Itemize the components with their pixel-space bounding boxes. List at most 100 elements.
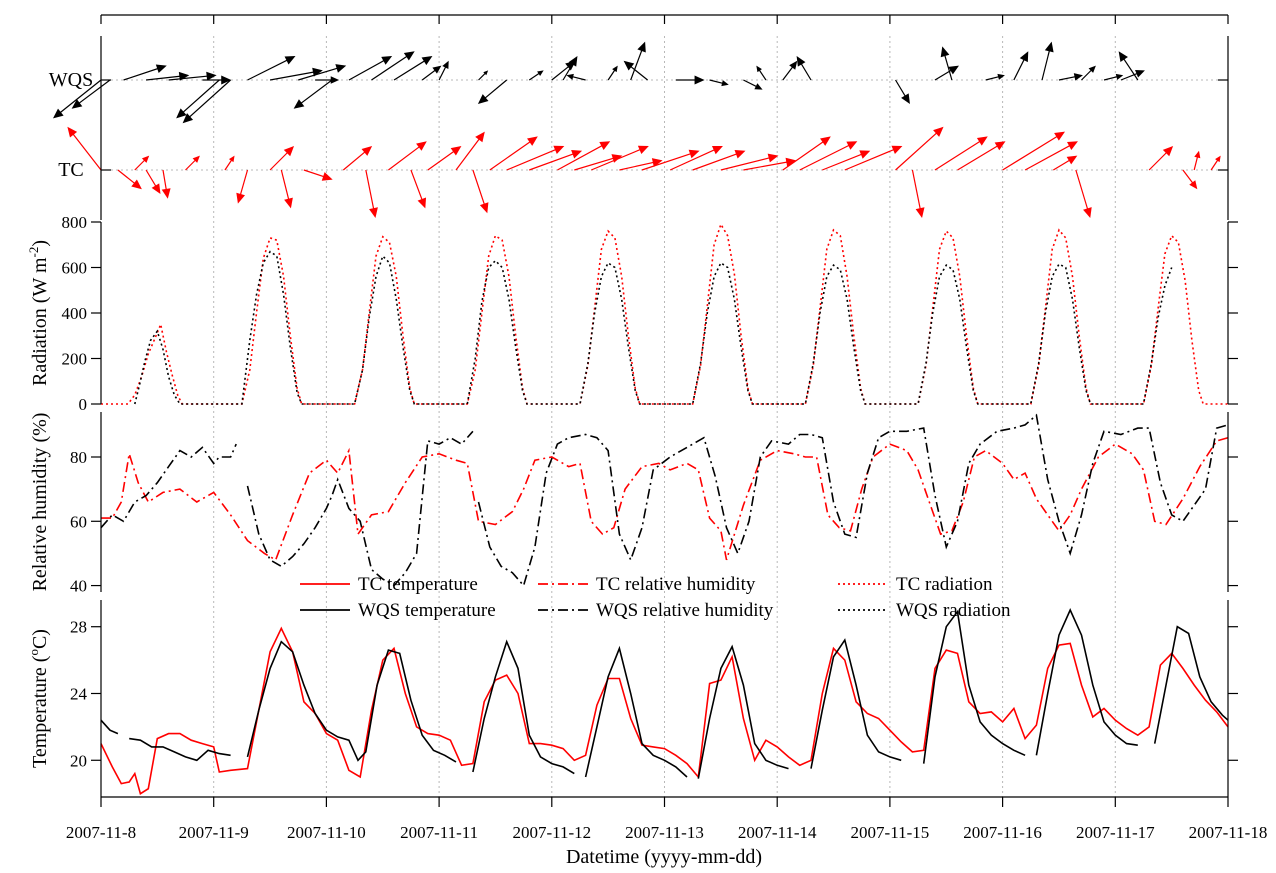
x-axis-title: Datetime (yyyy-mm-dd) [566,846,762,868]
legend-item: WQS temperature [300,600,496,621]
wind-arrow-wqs [562,56,578,81]
x-tick-label: 2007-11-13 [625,823,704,842]
wind-arrow-tc [957,141,1006,171]
temperature-y-title: Temperature (oC) [26,629,51,768]
wind-arrow-tc [224,155,235,171]
wind-arrow-wqs [934,65,959,81]
wind-arrow-wqs [247,56,296,81]
wind-arrow-tc [365,169,378,218]
radiation-y-tick-label: 0 [79,395,88,414]
wind-arrow-tc [236,169,249,204]
wind-arrow-wqs [1120,69,1145,81]
series-line-wqs-radiation [134,250,1173,405]
wind-arrow-tc [1075,169,1092,218]
wind-arrow-wqs [743,79,763,90]
wind-arrow-wqs [53,79,102,119]
x-tick-label: 2007-11-14 [738,823,817,842]
wind-arrow-wqs [146,71,190,81]
wind-arrow-tc [117,169,142,190]
humidity-y-tick-label: 40 [70,577,87,596]
series-line-wqs-temperature [129,737,231,762]
wind-arrow-tc [669,146,723,171]
x-tick-label: 2007-11-15 [851,823,930,842]
wind-arrow-tc [427,146,462,171]
wind-arrow-tc [410,169,427,209]
wind-arrow-wqs [623,60,648,81]
series-line-wqs-temperature [584,645,688,778]
wind-arrow-tc [145,169,161,194]
series-line-wqs-temperature [100,719,119,735]
wind-arrow-tc [388,141,427,171]
wind-arrow-tc [506,145,565,171]
wind-arrow-wqs [1041,41,1054,81]
x-tick-label: 2007-11-18 [1189,823,1268,842]
series-line-wqs-temperature [1153,625,1229,744]
wind-arrow-tc [1210,155,1221,171]
x-tick-label: 2007-11-17 [1076,823,1155,842]
temperature-y-tick-label: 28 [70,618,87,637]
radiation-panel [101,222,1228,405]
wind-arrow-tc [303,169,333,181]
wind-arrow-tc [529,149,583,171]
wind-arrow-tc [692,149,746,171]
wind-arrow-tc [1053,155,1078,171]
wind-arrow-wqs [607,65,618,81]
legend-item: WQS radiation [838,600,1011,621]
series-line-wqs-temperature [246,640,457,763]
wind-vector-panel [53,41,1221,218]
wind-arrow-tc [911,169,925,218]
legend-label: WQS radiation [896,600,1011,621]
wind-arrow-tc [472,169,489,214]
wind-row-label: WQS [49,69,93,91]
wind-row-label: TC [58,159,84,181]
gridlines [101,36,1228,797]
radiation-y-tick-label: 200 [62,350,88,369]
wind-arrow-tc [1182,169,1198,190]
wind-arrow-wqs [168,71,217,81]
wind-arrow-tc [269,146,295,171]
wind-arrow-tc [455,131,485,171]
wind-arrow-wqs [298,64,347,81]
wind-arrow-tc [720,153,779,171]
legend-item: WQS relative humidity [538,600,774,621]
wind-arrow-tc [782,136,831,171]
temperature-panel [100,608,1229,795]
wind-arrow-wqs [293,79,333,109]
humidity-y-title: Relative humidity (%) [29,413,51,592]
series-line-wqs-temperature [922,609,1026,764]
wind-arrow-tc [1148,146,1174,171]
legend-label: WQS relative humidity [596,600,774,621]
wind-arrow-wqs [1058,73,1083,81]
x-tick-label: 2007-11-11 [400,823,478,842]
wind-arrow-wqs [348,56,393,81]
wind-arrow-wqs [756,65,767,81]
wind-arrow-wqs [1103,73,1124,81]
wind-arrow-tc [280,169,293,209]
wind-arrow-tc [161,169,171,199]
legend-label: TC relative humidity [596,574,756,595]
wind-arrow-tc [822,150,871,171]
wind-arrow-wqs [123,64,167,81]
wind-arrow-wqs [182,79,232,124]
wind-arrow-wqs [709,79,729,87]
legend-item: TC relative humidity [538,574,756,595]
series-line-wqs-relative-humidity [246,430,474,587]
wind-arrow-wqs [477,79,508,104]
wind-arrow-tc [1193,150,1201,171]
legend-label: TC radiation [896,574,993,595]
series-line-wqs-temperature [1035,608,1138,756]
humidity-y-tick-label: 60 [70,512,87,531]
wind-arrow-tc [895,126,944,171]
series-line-wqs-temperature [697,644,789,779]
series-line-wqs-temperature [472,639,575,775]
wind-arrow-wqs [675,75,705,85]
wind-arrow-tc [67,126,102,171]
legend-item: TC radiation [838,574,993,595]
wind-arrow-tc [844,145,903,171]
series-line-wqs-temperature [810,638,902,769]
wind-arrow-wqs [940,46,953,81]
wind-arrow-wqs [895,79,910,104]
wind-arrow-wqs [1081,65,1096,81]
wind-arrow-tc [934,136,988,171]
